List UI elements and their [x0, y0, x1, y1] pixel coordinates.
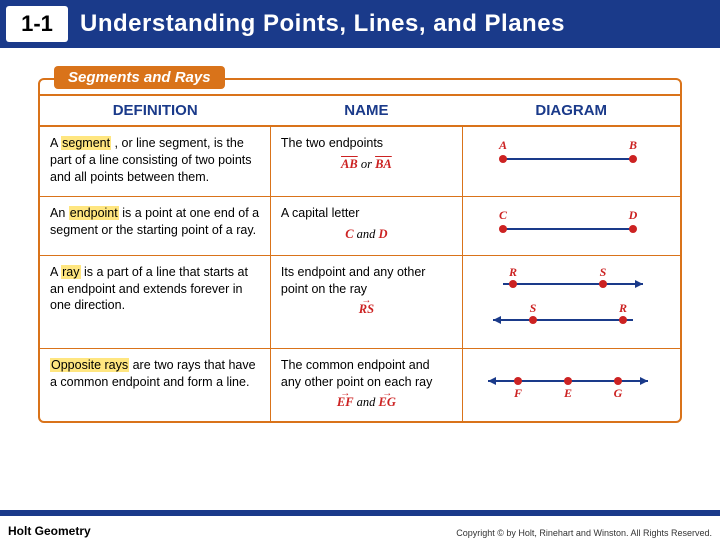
notation-mid: and: [354, 395, 379, 409]
header-bar: 1-1 Understanding Points, Lines, and Pla…: [0, 0, 720, 48]
section-number-badge: 1-1: [6, 6, 68, 42]
notation-symbol: C: [345, 227, 353, 241]
definition-cell: Opposite rays are two rays that have a c…: [40, 348, 270, 421]
card-tab-label: Segments and Rays: [54, 66, 225, 89]
notation-mid: or: [358, 157, 375, 171]
def-text-pre: A: [50, 265, 61, 279]
notation-line: →RS: [281, 301, 452, 318]
highlighted-term: Opposite rays: [50, 358, 129, 372]
point-label: A: [498, 138, 507, 152]
ray-diagram: R S S R: [473, 264, 663, 338]
name-text: The two endpoints: [281, 135, 452, 152]
page-title: Understanding Points, Lines, and Planes: [80, 10, 565, 38]
definition-cell: An endpoint is a point at one end of a s…: [40, 196, 270, 255]
table-row: An endpoint is a point at one end of a s…: [40, 196, 680, 255]
name-cell: The two endpoints AB or BA: [270, 126, 462, 196]
footer-bar: Holt Geometry Copyright © by Holt, Rineh…: [0, 510, 720, 540]
name-text: Its endpoint and any other point on the …: [281, 264, 452, 298]
notation-symbol: D: [379, 227, 388, 241]
table-row: A segment , or line segment, is the part…: [40, 126, 680, 196]
point-label: C: [499, 208, 508, 222]
point-label: E: [563, 386, 572, 400]
footer-copyright: Copyright © by Holt, Rinehart and Winsto…: [456, 528, 712, 538]
point-label: R: [618, 301, 627, 315]
col-header-diagram: DIAGRAM: [462, 95, 680, 126]
point-label: G: [614, 386, 623, 400]
def-text-pre: A: [50, 136, 61, 150]
definitions-table: DEFINITION NAME DIAGRAM A segment , or l…: [40, 94, 680, 421]
notation-symbol: →RS: [359, 302, 374, 316]
name-cell: A capital letter C and D: [270, 196, 462, 255]
definitions-card: Segments and Rays DEFINITION NAME DIAGRA…: [38, 78, 682, 423]
notation-line: C and D: [281, 226, 452, 243]
name-text: The common endpoint and any other point …: [281, 357, 452, 391]
diagram-cell: F E G: [462, 348, 680, 421]
name-cell: The common endpoint and any other point …: [270, 348, 462, 421]
notation-symbol: →EF: [337, 395, 354, 409]
notation-symbol: BA: [375, 157, 392, 171]
table-row: A ray is a part of a line that starts at…: [40, 255, 680, 348]
opposite-rays-diagram: F E G: [473, 357, 663, 401]
col-header-definition: DEFINITION: [40, 95, 270, 126]
notation-symbol: →EG: [379, 395, 396, 409]
definition-cell: A segment , or line segment, is the part…: [40, 126, 270, 196]
point-label: D: [628, 208, 638, 222]
point-label: S: [600, 265, 607, 279]
highlighted-term: ray: [61, 265, 80, 279]
footer-brand: Holt Geometry: [8, 524, 91, 538]
point-label: B: [628, 138, 637, 152]
point-label: F: [513, 386, 522, 400]
diagram-cell: A B: [462, 126, 680, 196]
point-label: R: [508, 265, 517, 279]
col-header-name: NAME: [270, 95, 462, 126]
name-text: A capital letter: [281, 205, 452, 222]
diagram-cell: C D: [462, 196, 680, 255]
table-row: Opposite rays are two rays that have a c…: [40, 348, 680, 421]
notation-line: →EF and →EG: [281, 394, 452, 411]
name-cell: Its endpoint and any other point on the …: [270, 255, 462, 348]
notation-line: AB or BA: [281, 156, 452, 173]
point-label: S: [530, 301, 537, 315]
endpoint-diagram: C D: [473, 205, 663, 245]
definition-cell: A ray is a part of a line that starts at…: [40, 255, 270, 348]
def-text-pre: An: [50, 206, 69, 220]
notation-mid: and: [354, 227, 379, 241]
highlighted-term: segment: [61, 136, 111, 150]
highlighted-term: endpoint: [69, 206, 119, 220]
def-text-post: is a part of a line that starts at an en…: [50, 265, 248, 313]
diagram-cell: R S S R: [462, 255, 680, 348]
notation-symbol: AB: [341, 157, 358, 171]
segment-diagram: A B: [473, 135, 663, 175]
